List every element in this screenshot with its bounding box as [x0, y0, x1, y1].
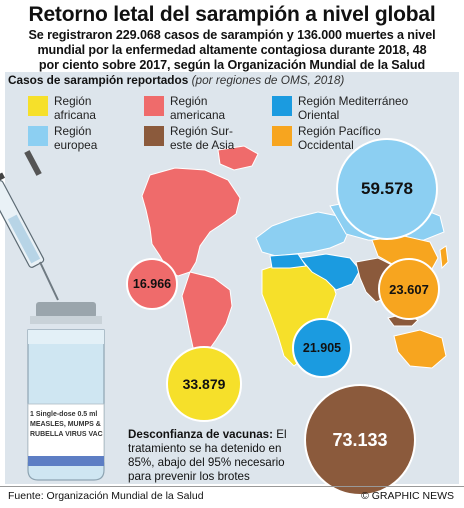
publisher-credit: © GRAPHIC NEWS [361, 490, 454, 502]
legend-label-line: Región Mediterráneo [298, 94, 409, 108]
bubble-eastern-mediterranean: 21.905 [292, 318, 352, 378]
vial-label: 1 Single-dose 0.5 ml MEASLES, MUMPS & RU… [30, 410, 104, 440]
vaccine-vial-icon [27, 302, 105, 481]
legend-label-line: Occidental [298, 138, 354, 152]
americas-region [141, 167, 241, 277]
bubble-americas: 16.966 [126, 258, 178, 310]
lead-line: por ciento sobre 2017, según la Organiza… [38, 58, 426, 72]
lead-text: Se registraron 229.068 casos de sarampió… [8, 28, 456, 73]
bubble-africa: 33.879 [166, 346, 242, 422]
bubble-western-pacific: 23.607 [378, 258, 440, 320]
legend-label-line: Región [170, 94, 208, 108]
infographic-title: Retorno letal del sarampión a nivel glob… [28, 3, 436, 26]
legend-item-eastern-mediterranean: Región Mediterráneo Oriental [272, 94, 409, 122]
legend-label-line: Región Pacífico [298, 124, 381, 138]
syringe-icon [0, 150, 59, 301]
panel-heading-bold: Casos de sarampión reportados [8, 73, 189, 87]
legend-label-line: Oriental [298, 108, 340, 122]
legend-swatch-africa [28, 96, 48, 116]
source-credit: Fuente: Organización Mundial de la Salud [8, 490, 204, 502]
legend-label-line: Región [54, 94, 92, 108]
vial-label-line: RUBELLA VIRUS VAC [30, 431, 103, 438]
vial-label-line: 1 Single-dose 0.5 ml [30, 411, 98, 418]
footer-divider [0, 486, 464, 487]
australia [393, 329, 447, 369]
bubble-south-east-asia: 73.133 [304, 384, 416, 496]
eastern-mediterranean-region [299, 253, 361, 291]
vaccine-note: Desconfianza de vacunas: El tratamiento … [128, 428, 303, 484]
europe-region [255, 211, 351, 257]
greenland [217, 145, 259, 171]
panel-heading-note: (por regiones de OMS, 2018) [191, 73, 345, 87]
legend-item-south-east-asia: Región Sur- este de Asia [144, 124, 235, 152]
legend-label-line: Región Sur- [170, 124, 233, 138]
legend-label-line: africana [54, 108, 96, 122]
panel-heading: Casos de sarampión reportados (por regio… [8, 73, 344, 87]
vaccine-note-title: Desconfianza de vacunas: [128, 428, 273, 441]
japan [439, 245, 449, 270]
legend-label-line: este de Asia [170, 138, 235, 152]
lead-line: mundial por la enfermedad altamente cont… [37, 43, 427, 57]
legend-item-americas: Región americana [144, 94, 226, 122]
legend-label-line: Región [54, 124, 92, 138]
legend-label-line: americana [170, 108, 226, 122]
legend-swatch-americas [144, 96, 164, 116]
legend-label-line: europea [54, 138, 98, 152]
legend-swatch-eastern-mediterranean [272, 96, 292, 116]
vial-label-line: MEASLES, MUMPS & [30, 421, 101, 428]
bubble-europe: 59.578 [336, 138, 438, 240]
legend-item-europe: Región europea [28, 124, 98, 152]
vaccine-note-text: El tratamiento se ha detenido en 85%, ab… [128, 428, 287, 483]
legend-swatch-south-east-asia [144, 126, 164, 146]
north-africa-em [269, 253, 307, 269]
legend-swatch-western-pacific [272, 126, 292, 146]
legend-swatch-europe [28, 126, 48, 146]
lead-line: Se registraron 229.068 casos de sarampió… [28, 28, 436, 42]
legend-item-western-pacific: Región Pacífico Occidental [272, 124, 381, 152]
legend-item-africa: Región africana [28, 94, 96, 122]
